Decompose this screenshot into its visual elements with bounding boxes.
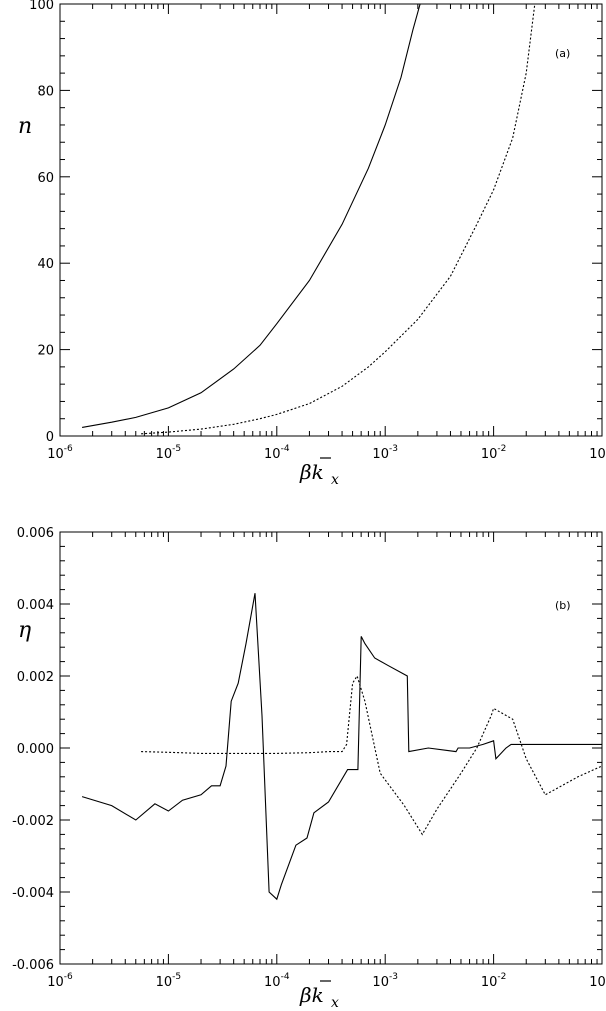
x-axis-title-b: βk x <box>299 980 339 1011</box>
y-tick-label: 0.002 <box>17 670 54 685</box>
svg-text:x: x <box>331 472 339 488</box>
x-tick-label: 10-5 <box>156 972 182 990</box>
y-tick-label: 0.006 <box>17 526 54 541</box>
panel-label-a: (a) <box>555 47 570 60</box>
series-line-solid <box>81 593 602 901</box>
y-tick-label: 0.000 <box>17 742 54 757</box>
x-tick-label: 10-1 <box>589 972 606 990</box>
ticks-a <box>59 3 603 437</box>
x-tick-label: 10-5 <box>156 444 182 462</box>
y-tick-label: 60 <box>37 171 54 186</box>
ticks-b <box>59 531 603 965</box>
y-tick-label: -0.006 <box>12 958 54 973</box>
x-tick-label: 10-1 <box>589 444 606 462</box>
series-line-solid <box>82 4 421 428</box>
y-tick-label: 100 <box>29 0 54 13</box>
x-tick-label: 10-2 <box>481 444 507 462</box>
panel-a: 10-6 10-5 10-4 10-3 10-2 10-1 0 20 40 60 80 100 (a)… <box>18 0 606 488</box>
y-tick-label: 20 <box>37 344 54 359</box>
y-axis-title-b: η <box>18 618 31 643</box>
x-tick-label: 10-4 <box>264 444 290 462</box>
plot-frame-a <box>59 3 603 437</box>
x-tick-label: 10-6 <box>47 444 73 462</box>
panel-b: 10-6 10-5 10-4 10-3 10-2 10-1 -0.006 -0.004 -0.0… <box>12 526 606 1011</box>
x-tick-label: 10-3 <box>372 444 398 462</box>
y-tick-label: 0.004 <box>17 598 54 613</box>
x-tick-label: 10-6 <box>47 972 73 990</box>
y-tick-label: 80 <box>37 84 54 99</box>
curves-a <box>82 4 536 435</box>
x-axis-title-a: βk x <box>299 457 339 488</box>
x-tick-label: 10-2 <box>481 972 507 990</box>
series-line-dotted <box>141 4 536 435</box>
y-tick-label: -0.004 <box>12 886 54 901</box>
series-line-dotted <box>141 674 602 836</box>
svg-text:βk: βk <box>299 983 324 1007</box>
x-tick-label: 10-4 <box>264 972 290 990</box>
y-axis-title-a: n <box>18 114 32 139</box>
y-tick-label: -0.002 <box>12 814 54 829</box>
tick-labels-a: 10-6 10-5 10-4 10-3 10-2 10-1 0 20 40 60 80 100 <box>29 0 606 462</box>
y-tick-label: 0 <box>46 430 54 445</box>
plot-frame-b <box>59 531 603 965</box>
svg-text:x: x <box>331 995 339 1011</box>
x-tick-label: 10-3 <box>372 972 398 990</box>
curves-b <box>81 593 602 901</box>
tick-labels-b: 10-6 10-5 10-4 10-3 10-2 10-1 -0.006 -0.004 -0.0… <box>12 526 606 990</box>
svg-text:βk: βk <box>299 460 324 484</box>
panel-label-b: (b) <box>555 599 571 612</box>
y-tick-label: 40 <box>37 257 54 272</box>
